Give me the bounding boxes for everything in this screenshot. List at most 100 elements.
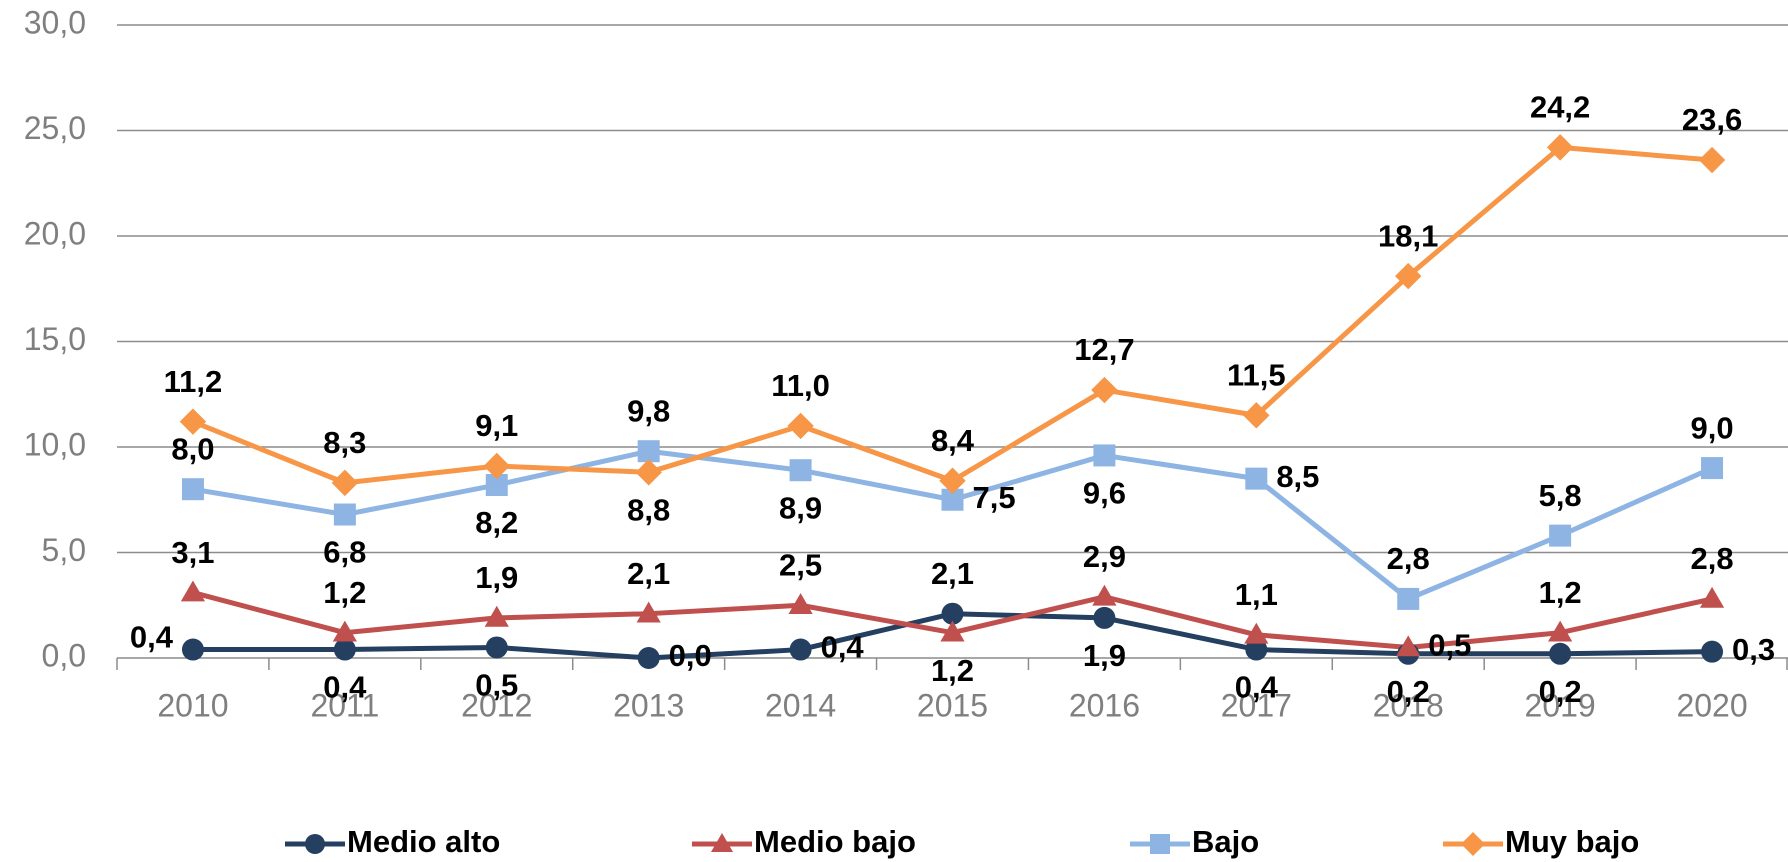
marker [180,580,206,602]
data-label: 2,8 [1690,541,1733,576]
x-tick-label: 2015 [917,687,988,723]
marker [1461,832,1485,856]
marker [181,478,204,501]
data-label: 2,5 [779,547,822,582]
x-tick-label: 2018 [1373,687,1444,723]
marker [635,459,662,486]
data-label: 11,2 [164,364,223,399]
data-label: 9,0 [1690,410,1733,445]
data-label: 24,2 [1530,90,1590,125]
legend-label: Muy bajo [1505,824,1639,859]
y-tick-label: 20,0 [24,215,86,251]
data-label: 9,6 [1083,476,1126,511]
legend-label: Medio alto [347,824,500,859]
marker [1150,834,1170,854]
x-tick-label: 2020 [1676,687,1747,723]
data-label: 0,2 [1539,674,1582,709]
marker [789,459,812,482]
marker [1546,134,1574,161]
marker [181,638,204,661]
x-tick-label: 2011 [310,687,379,723]
marker [1701,640,1724,663]
data-label: 1,2 [931,653,974,688]
marker [637,440,660,463]
marker [941,602,964,625]
data-label: 0,4 [821,630,865,665]
marker [485,473,508,496]
marker [484,605,509,627]
marker [711,833,733,852]
marker [941,488,964,511]
data-label: 23,6 [1682,102,1742,137]
legend-label: Medio bajo [754,824,916,859]
marker [1091,376,1118,404]
x-tick-label: 2012 [461,687,532,723]
legend-label: Bajo [1192,824,1259,859]
marker [332,620,357,642]
x-tick-label: 2016 [1069,687,1140,723]
marker [637,647,660,669]
marker [1698,146,1726,174]
marker [1701,457,1724,480]
x-tick-label: 2014 [765,687,836,723]
data-label: 8,2 [475,505,518,540]
data-label: 7,5 [973,480,1016,515]
data-label: 0,2 [1387,674,1430,709]
data-label: 11,5 [1227,358,1286,393]
data-label: 0,5 [1428,628,1471,663]
marker [1244,622,1269,644]
data-label: 8,3 [323,425,366,460]
data-label: 2,8 [1387,541,1430,576]
y-tick-label: 30,0 [24,4,86,40]
data-label: 8,4 [931,423,975,458]
data-label: 1,2 [1539,575,1582,610]
data-label: 1,9 [1083,638,1126,673]
data-label: 3,1 [171,535,214,570]
marker [1397,587,1420,610]
y-tick-label: 15,0 [24,321,86,357]
marker [1549,524,1572,547]
data-label: 1,1 [1235,577,1278,612]
marker [940,620,965,642]
data-label: 8,0 [171,431,214,466]
marker [787,412,814,440]
data-label: 18,1 [1378,218,1438,253]
data-label: 0,0 [669,638,712,673]
data-label: 0,5 [475,668,518,703]
marker [1396,635,1421,657]
data-label: 6,8 [323,535,366,570]
data-label: 0,3 [1732,632,1775,667]
y-tick-label: 25,0 [24,110,86,146]
marker [179,408,207,435]
marker [1093,444,1116,467]
data-label: 8,9 [779,490,822,525]
data-label: 0,4 [130,620,174,655]
marker [331,469,359,497]
marker [939,467,966,494]
data-label: 2,9 [1083,539,1126,574]
legend-item: Muy bajo [1443,824,1639,859]
data-label: 9,1 [475,408,518,443]
data-label: 12,7 [1074,332,1134,367]
marker [1243,402,1270,429]
x-tick-label: 2017 [1221,687,1292,723]
data-label: 8,8 [627,493,670,528]
x-tick-label: 2019 [1525,687,1596,723]
marker [1395,262,1422,290]
data-label: 2,1 [627,556,670,591]
marker [1548,620,1573,642]
marker [305,834,325,854]
marker [1092,584,1117,606]
marker [789,638,812,661]
data-label: 1,2 [323,575,366,610]
y-tick-label: 10,0 [24,426,86,462]
data-label: 1,9 [475,560,518,595]
marker [333,638,356,661]
data-label: 0,4 [323,670,367,705]
legend-item: Medio alto [285,824,500,859]
marker [788,593,813,615]
marker [1093,606,1116,629]
legend-item: Bajo [1130,824,1259,859]
data-label: 11,0 [771,368,830,403]
marker [1245,638,1268,661]
